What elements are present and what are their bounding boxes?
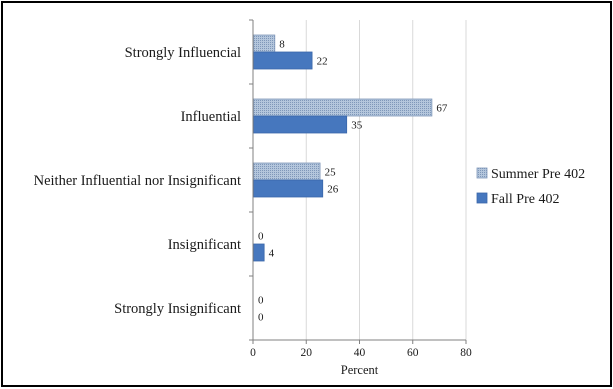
data-label: 25 xyxy=(325,167,337,179)
data-label: 67 xyxy=(436,103,448,115)
data-label: 4 xyxy=(269,248,275,260)
category-label: Neither Influential nor Insignificant xyxy=(34,173,241,189)
bar-fall-pre-402 xyxy=(253,51,313,70)
data-label: 8 xyxy=(279,39,285,51)
bar-summer-pre-402 xyxy=(253,98,433,117)
data-label: 0 xyxy=(258,312,264,324)
data-label: 22 xyxy=(317,56,328,68)
category-label: Insignificant xyxy=(168,237,241,253)
legend-label: Summer Pre 402 xyxy=(491,167,585,182)
bar-fall-pre-402 xyxy=(253,243,265,262)
bar-summer-pre-402 xyxy=(253,34,276,53)
legend-swatch xyxy=(476,167,488,179)
x-tick-label: 60 xyxy=(407,347,419,359)
x-tick-label: 20 xyxy=(301,347,313,359)
data-label: 0 xyxy=(258,231,264,243)
axes xyxy=(249,19,467,344)
x-tick-label: 0 xyxy=(250,347,256,359)
data-label: 26 xyxy=(327,184,339,196)
legend-label: Fall Pre 402 xyxy=(491,192,559,207)
bar-summer-pre-402 xyxy=(253,162,321,181)
bar-fall-pre-402 xyxy=(253,115,348,134)
bars xyxy=(253,34,433,262)
category-label: Influential xyxy=(181,109,241,125)
category-label: Strongly Influencial xyxy=(125,45,241,61)
data-label: 0 xyxy=(258,295,264,307)
bar-fall-pre-402 xyxy=(253,179,324,198)
category-label: Strongly Insignificant xyxy=(114,301,241,317)
data-label: 35 xyxy=(351,120,363,132)
x-tick-label: 80 xyxy=(460,347,472,359)
x-axis-title: Percent xyxy=(341,363,379,377)
x-tick-label: 40 xyxy=(354,347,366,359)
gridlines xyxy=(305,20,467,340)
legend-swatch xyxy=(476,192,488,204)
legend: Summer Pre 402 Fall Pre 402 xyxy=(476,167,585,207)
